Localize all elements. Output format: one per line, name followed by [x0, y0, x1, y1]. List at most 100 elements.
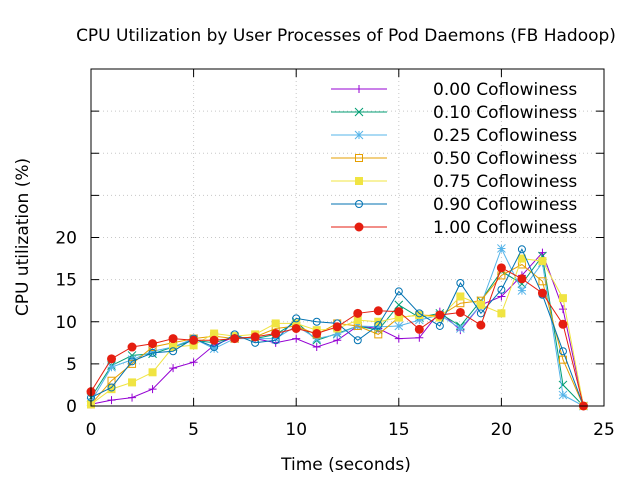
data-point: [476, 300, 485, 309]
data-point: [394, 334, 403, 343]
data-point: [496, 263, 506, 273]
data-point: [148, 385, 157, 394]
data-point: [148, 368, 157, 377]
data-point: [558, 294, 567, 303]
data-point: [517, 245, 526, 254]
y-tick-label: 10: [55, 313, 77, 333]
legend-label: 0.25 Coflowiness: [433, 126, 577, 146]
data-point: [353, 336, 362, 345]
data-point: [355, 200, 363, 208]
data-point: [415, 309, 424, 318]
data-point: [497, 285, 506, 294]
data-point: [271, 334, 281, 343]
data-point: [517, 254, 526, 263]
y-tick-label: 20: [55, 229, 77, 249]
chart-title: CPU Utilization by User Processes of Pod…: [76, 26, 616, 46]
legend-entry: 0.90 Coflowiness: [331, 195, 577, 215]
legend-entry: 1.00 Coflowiness: [331, 218, 577, 238]
data-point: [497, 292, 506, 301]
x-axis-label: Time (seconds): [280, 455, 411, 475]
legend-label: 0.90 Coflowiness: [433, 195, 577, 215]
data-point: [517, 274, 527, 284]
data-point: [355, 177, 363, 185]
data-point: [394, 307, 404, 317]
data-point: [209, 344, 219, 354]
data-point: [414, 315, 424, 325]
data-point: [291, 323, 301, 333]
data-point: [394, 300, 404, 310]
data-point: [189, 358, 198, 367]
data-point: [374, 330, 383, 339]
data-point: [354, 222, 364, 232]
legend: 0.00 Coflowiness 0.10 Coflowiness 0.25 Cof…: [331, 80, 577, 238]
data-point: [312, 329, 322, 339]
data-point: [332, 330, 342, 339]
data-point: [230, 334, 240, 344]
data-point: [128, 357, 137, 366]
legend-label: 1.00 Coflowiness: [433, 218, 577, 238]
data-point: [354, 107, 364, 117]
data-point: [128, 359, 137, 368]
legend-entry: 0.50 Coflowiness: [331, 149, 577, 169]
x-tick-label: 20: [491, 420, 513, 440]
data-point: [456, 278, 465, 287]
data-point: [312, 317, 321, 326]
data-point: [538, 277, 547, 286]
data-point: [394, 287, 403, 296]
legend-entry: 0.10 Coflowiness: [331, 103, 577, 123]
data-point: [189, 335, 199, 345]
data-point: [354, 130, 364, 140]
data-point: [107, 383, 116, 392]
legend-label: 0.50 Coflowiness: [433, 149, 577, 169]
plot-frame: [90, 68, 605, 407]
x-tick-label: 10: [285, 420, 307, 440]
data-point: [128, 378, 137, 387]
legend-entry: 0.25 Coflowiness: [331, 126, 577, 146]
data-point: [169, 347, 178, 356]
x-tick-label: 0: [86, 420, 97, 440]
data-point: [292, 314, 301, 323]
data-point: [107, 362, 116, 372]
data-point: [148, 346, 157, 356]
data-point: [127, 342, 137, 352]
x-tick-label: 15: [388, 420, 410, 440]
data-point: [128, 393, 137, 402]
data-point: [435, 310, 445, 320]
data-point: [517, 286, 527, 295]
grid: [91, 69, 604, 406]
data-point: [497, 309, 506, 318]
data-point: [355, 85, 363, 93]
data-point: [558, 390, 568, 400]
legend-label: 0.10 Coflowiness: [433, 103, 577, 123]
series: [86, 263, 588, 411]
data-point: [250, 332, 260, 342]
data-point: [476, 309, 485, 318]
data-point: [353, 308, 363, 318]
data-point: [558, 305, 567, 314]
y-axis-label: CPU utilization (%): [13, 158, 33, 316]
data-point: [169, 343, 178, 352]
legend-entry: 0.00 Coflowiness: [331, 80, 577, 100]
data-point: [476, 320, 486, 330]
x-tick-label: 5: [188, 420, 199, 440]
data-point: [271, 319, 280, 328]
data-point: [455, 307, 465, 317]
data-point: [148, 339, 158, 349]
data-point: [169, 364, 178, 373]
data-point: [414, 324, 424, 334]
data-point: [271, 329, 281, 339]
data-point: [538, 257, 547, 266]
y-tick-label: 5: [66, 355, 77, 375]
data-point: [312, 334, 322, 343]
data-point: [373, 322, 383, 332]
data-point: [435, 321, 444, 330]
data-point: [312, 343, 321, 352]
data-point: [355, 154, 363, 162]
data-point: [107, 354, 117, 364]
data-point: [537, 288, 547, 298]
data-point: [127, 355, 137, 365]
data-point: [374, 321, 383, 330]
data-point: [148, 348, 157, 357]
data-point: [209, 335, 219, 345]
legend-entry: 0.75 Coflowiness: [331, 172, 577, 192]
